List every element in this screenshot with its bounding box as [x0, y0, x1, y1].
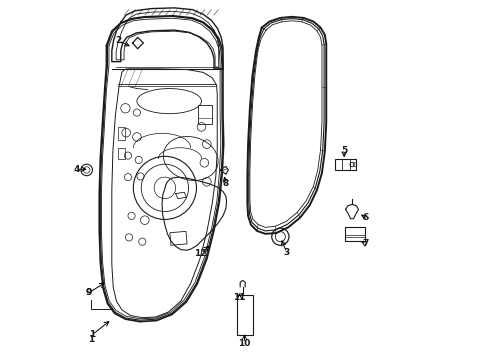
Text: 12: 12	[194, 249, 206, 258]
Text: 9: 9	[85, 288, 92, 297]
Text: 6: 6	[362, 213, 368, 222]
Bar	[118, 127, 125, 140]
Text: 5: 5	[340, 146, 346, 155]
Text: 9: 9	[85, 288, 92, 297]
Text: 2: 2	[115, 36, 121, 45]
Text: 10: 10	[238, 339, 250, 348]
Bar	[344, 226, 364, 241]
Text: 1: 1	[89, 330, 95, 339]
Text: 8: 8	[222, 179, 228, 188]
Text: 7: 7	[362, 239, 368, 248]
Bar	[118, 148, 125, 159]
Text: 3: 3	[283, 248, 289, 257]
Bar	[169, 231, 187, 245]
Bar	[236, 296, 252, 335]
Bar	[334, 159, 356, 170]
Text: 1: 1	[88, 335, 94, 344]
Text: 4: 4	[73, 165, 80, 174]
Text: 11: 11	[233, 293, 245, 302]
